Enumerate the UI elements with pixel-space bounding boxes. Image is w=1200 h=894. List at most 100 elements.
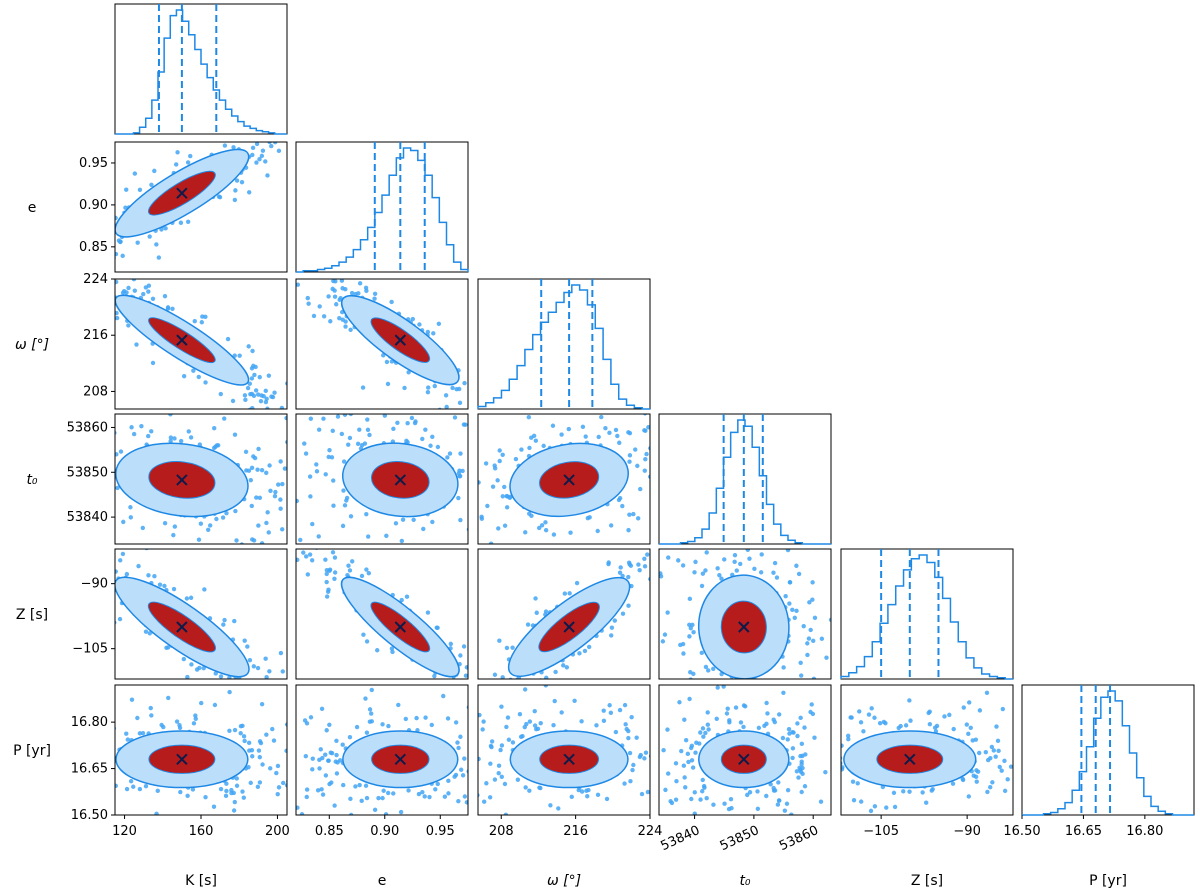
scatter-point <box>961 705 966 710</box>
scatter-point <box>270 726 275 732</box>
pair-panel-e-P <box>295 684 469 816</box>
scatter-point <box>326 454 331 460</box>
scatter-point <box>405 421 410 426</box>
scatter-point <box>354 724 360 730</box>
scatter-point <box>812 735 817 740</box>
scatter-point <box>620 611 626 616</box>
scatter-point <box>745 681 749 685</box>
scatter-point <box>652 558 656 562</box>
scatter-point <box>342 414 348 417</box>
scatter-point <box>203 380 208 385</box>
scatter-point <box>678 642 683 648</box>
scatter-point <box>772 719 778 725</box>
scatter-point <box>246 764 251 770</box>
scatter-point <box>572 698 577 703</box>
hist-panel-e <box>295 141 469 273</box>
scatter-point <box>533 596 538 601</box>
scatter-point <box>690 622 695 628</box>
scatter-point <box>608 845 612 849</box>
scatter-point <box>265 406 270 409</box>
scatter-point <box>406 370 411 375</box>
scatter-point <box>90 216 94 220</box>
scatter-point <box>177 725 183 731</box>
scatter-point <box>533 726 539 732</box>
scatter-point <box>115 783 118 788</box>
scatter-point <box>559 432 564 437</box>
scatter-point <box>420 436 425 442</box>
scatter-point <box>163 226 168 231</box>
scatter-point <box>264 470 269 476</box>
scatter-point <box>288 127 292 131</box>
scatter-point <box>631 511 636 517</box>
scatter-point <box>257 739 263 744</box>
scatter-point <box>994 724 999 729</box>
scatter-point <box>332 288 337 293</box>
scatter-point <box>332 570 338 575</box>
scatter-point <box>500 452 505 457</box>
scatter-point <box>105 221 109 225</box>
scatter-point <box>674 778 679 784</box>
scatter-point <box>334 302 339 307</box>
scatter-point <box>608 710 614 716</box>
y-tick-label: 0.95 <box>79 156 108 171</box>
scatter-point <box>65 241 69 245</box>
scatter-point <box>523 530 528 535</box>
scatter-point <box>249 503 254 509</box>
scatter-point <box>212 425 217 431</box>
scatter-point <box>263 656 268 661</box>
scatter-point <box>472 544 476 548</box>
scatter-point <box>375 648 380 653</box>
scatter-point <box>291 387 295 391</box>
scatter-point <box>192 818 196 822</box>
scatter-point <box>808 709 813 715</box>
scatter-point <box>410 316 416 322</box>
scatter-point <box>341 459 347 464</box>
scatter-point <box>107 298 111 302</box>
scatter-point <box>306 301 311 306</box>
scatter-point <box>129 697 135 702</box>
scatter-point <box>850 779 856 784</box>
scatter-point <box>213 671 218 676</box>
scatter-point <box>471 464 475 468</box>
x-tick-label: −105 <box>863 824 899 839</box>
best-fit-marker <box>563 753 575 765</box>
scatter-point <box>90 527 94 531</box>
scatter-point <box>527 511 532 516</box>
scatter-point <box>653 726 657 730</box>
scatter-point <box>89 526 93 530</box>
scatter-point <box>19 479 23 483</box>
scatter-point <box>472 719 476 723</box>
scatter-point <box>524 721 529 727</box>
scatter-point <box>798 660 803 665</box>
scatter-point <box>727 718 732 723</box>
scatter-point <box>755 806 761 812</box>
pair-panel-K-P <box>114 684 288 822</box>
scatter-point <box>502 781 508 787</box>
y-tick-label: 16.80 <box>71 715 108 730</box>
scatter-point <box>162 294 168 299</box>
scatter-point <box>215 443 221 448</box>
scatter-point <box>724 711 730 716</box>
scatter-point <box>365 417 370 422</box>
pair-content <box>478 414 650 544</box>
pair-content <box>652 549 831 685</box>
scatter-point <box>688 669 693 675</box>
scatter-point <box>333 279 338 284</box>
scatter-point <box>500 675 505 679</box>
scatter-point <box>703 730 708 736</box>
scatter-point <box>503 812 509 815</box>
scatter-point <box>251 363 256 369</box>
scatter-point <box>504 724 509 730</box>
scatter-point <box>551 532 557 537</box>
scatter-point <box>346 563 351 568</box>
scatter-point <box>629 715 634 720</box>
scatter-point <box>442 794 448 799</box>
scatter-point <box>462 794 468 799</box>
scatter-point <box>504 505 510 510</box>
scatter-point <box>259 701 265 707</box>
scatter-point <box>67 564 71 568</box>
scatter-point <box>75 272 79 276</box>
scatter-point <box>98 547 102 551</box>
hist-panel-omega <box>477 278 651 410</box>
scatter-point <box>335 81 339 85</box>
